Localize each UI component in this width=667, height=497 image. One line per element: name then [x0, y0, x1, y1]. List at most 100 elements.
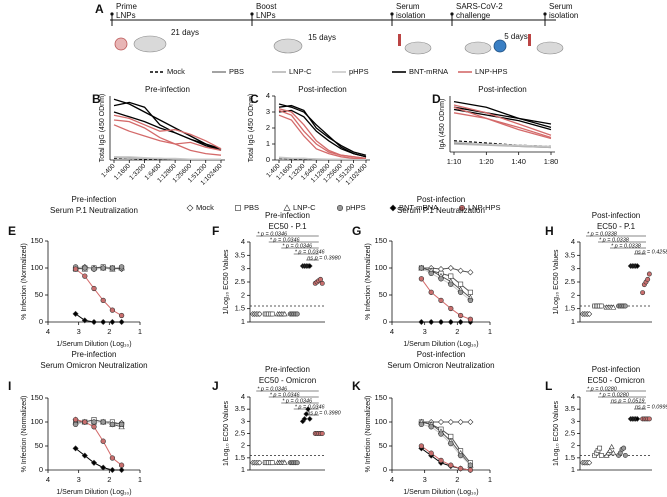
data-point: [269, 311, 275, 317]
data-point: [100, 464, 107, 471]
data-point: [438, 297, 444, 304]
timeline-interval: 15 days: [308, 33, 336, 42]
x-tick-label: 2: [107, 475, 111, 484]
legend-marker: [283, 204, 291, 211]
data-point: [281, 459, 288, 465]
significance-label: ns p = 0.3980: [307, 410, 341, 416]
data-point: [448, 440, 454, 447]
panel-letter: J: [212, 379, 219, 393]
y-axis-label: % Infection (Normalized): [365, 243, 372, 320]
data-point: [109, 265, 116, 271]
legend-label: pHPS: [346, 203, 366, 212]
data-point: [467, 297, 474, 304]
y-tick-label: 4: [571, 392, 575, 401]
data-point: [303, 411, 310, 417]
data-point: [118, 421, 125, 428]
data-point: [597, 445, 603, 451]
y-tick-label: 150: [374, 236, 387, 245]
x-axis-label: 1/Serum Dilution (Log₁₀): [56, 489, 131, 496]
legend-label: PBS: [244, 203, 259, 212]
x-tick-label: 3: [77, 327, 81, 336]
data-point: [82, 265, 88, 271]
chart-title: Serum P.1 Neutralization: [397, 206, 485, 215]
data-point: [72, 416, 79, 423]
chart-title: Pre-infection: [72, 195, 117, 204]
data-point: [467, 467, 474, 473]
x-tick-label: 4: [390, 327, 394, 336]
y-tick-label: 3.5: [235, 404, 245, 413]
chart-title: Pre-infection: [265, 365, 310, 374]
y-tick-label: 0: [383, 317, 387, 326]
y-tick-label: 2: [241, 441, 245, 450]
data-point: [428, 270, 434, 277]
significance-label: ns p = 0.3980: [307, 255, 341, 261]
data-point: [306, 263, 313, 269]
timeline-dot: [250, 12, 254, 16]
data-point: [319, 280, 325, 286]
y-tick-label: 0: [39, 465, 43, 474]
data-point: [109, 307, 116, 313]
y-tick-label: 4: [571, 237, 575, 246]
chart-title: Serum Omicron Neutralization: [40, 361, 147, 370]
data-point: [599, 453, 604, 458]
virus-icon: [493, 39, 507, 53]
y-axis-label: 1/Log₁₀ EC50 Values: [223, 400, 230, 466]
panel-letter: G: [352, 224, 361, 238]
y-tick-label: 1: [571, 317, 575, 326]
x-tick-label: 4: [46, 327, 50, 336]
y-tick-label: 100: [30, 417, 43, 426]
series-line: [453, 141, 552, 148]
data-point: [457, 465, 464, 472]
timeline-step-label: Prime: [116, 2, 137, 11]
data-point: [447, 418, 454, 426]
panel-letter: H: [545, 224, 554, 238]
y-axis-label: 1/Log₁₀ EC50 Values: [223, 249, 230, 315]
data-point: [467, 418, 474, 426]
x-axis-label: 1/Serum Dilution (Log₁₀): [403, 341, 478, 348]
significance-label: ns p = 0.0519: [611, 398, 645, 404]
legend-marker: [458, 205, 465, 212]
chart-title: Post-infection: [478, 85, 526, 94]
chart-title: Pre-infection: [265, 211, 310, 220]
data-point: [428, 450, 434, 456]
timeline-step-label: isolation: [549, 11, 578, 20]
data-point: [599, 303, 604, 309]
data-point: [256, 459, 263, 466]
x-tick-label: 2: [455, 475, 459, 484]
data-point: [607, 447, 613, 453]
chart-title: EC50 - P.1: [597, 222, 636, 231]
chart-title: Post-infection: [417, 350, 465, 359]
y-tick-label: 2.5: [565, 277, 575, 286]
panel-letter: B: [92, 92, 101, 106]
y-tick-label: 0: [383, 465, 387, 474]
timeline-interval: 5 days: [504, 32, 528, 41]
y-tick-label: 2: [266, 123, 270, 132]
data-point: [91, 424, 97, 430]
data-point: [118, 264, 125, 270]
data-point: [467, 316, 474, 322]
y-tick-label: 50: [35, 290, 43, 299]
data-point: [428, 424, 434, 430]
chart-title: Post-infection: [592, 211, 640, 220]
panel-letter: I: [8, 379, 11, 393]
data-point: [458, 281, 464, 287]
y-tick-label: 50: [35, 441, 43, 450]
timeline-interval: 21 days: [171, 28, 199, 37]
data-point: [645, 276, 651, 282]
y-tick-label: 1.5: [235, 453, 245, 462]
data-point: [457, 289, 464, 295]
data-point: [586, 311, 593, 317]
tube-icon: [528, 34, 531, 46]
panel-letter: L: [545, 379, 552, 393]
significance-label: ns p = 0.4258: [635, 249, 667, 255]
y-tick-label: 3.5: [235, 250, 245, 259]
data-point: [438, 431, 444, 437]
data-point: [81, 317, 88, 324]
series-line: [113, 114, 222, 150]
mice: [133, 35, 564, 55]
data-point: [448, 273, 454, 279]
legend-label: LNP-C: [289, 67, 312, 76]
data-point: [72, 266, 79, 272]
data-point: [118, 318, 125, 326]
